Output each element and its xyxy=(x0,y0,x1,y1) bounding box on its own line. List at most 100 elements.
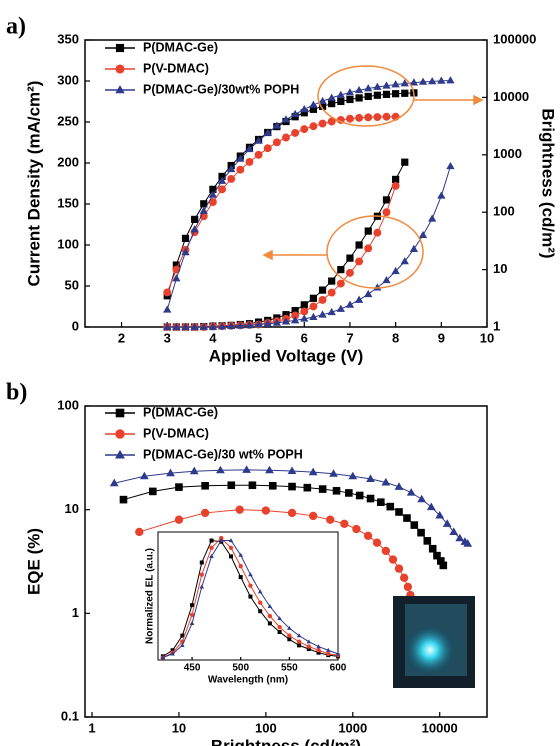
marker xyxy=(392,175,400,183)
marker xyxy=(300,109,308,117)
marker xyxy=(115,64,125,74)
highlight-ellipse xyxy=(326,215,424,289)
y2-tick-label: 100000 xyxy=(493,31,536,46)
marker xyxy=(325,647,331,652)
marker xyxy=(297,643,302,648)
x-tick-label: 2 xyxy=(118,330,125,345)
marker xyxy=(181,322,190,330)
marker xyxy=(139,471,149,480)
marker xyxy=(433,551,441,560)
y-tick-label: 0 xyxy=(72,318,79,333)
marker xyxy=(189,621,195,626)
marker xyxy=(248,572,253,577)
marker xyxy=(337,266,345,274)
marker xyxy=(309,302,318,311)
y2-tick-label: 1000 xyxy=(493,146,522,161)
marker xyxy=(238,552,244,557)
marker xyxy=(437,76,446,84)
marker xyxy=(364,113,373,122)
marker xyxy=(181,248,190,256)
marker xyxy=(355,491,364,500)
marker xyxy=(245,321,254,329)
marker xyxy=(300,314,309,322)
x-tick-label: 1 xyxy=(88,720,95,735)
marker xyxy=(346,95,354,104)
marker xyxy=(277,624,282,630)
x-tick-label: 600 xyxy=(330,663,347,674)
marker xyxy=(291,307,299,315)
y-axis-label: Current Density (mA/cm²) xyxy=(24,81,43,287)
x-tick-label: 6 xyxy=(301,330,308,345)
marker xyxy=(449,527,459,535)
marker xyxy=(172,261,180,269)
marker xyxy=(336,304,345,312)
marker xyxy=(345,268,354,277)
x-tick-label: 5 xyxy=(255,330,262,345)
marker xyxy=(366,474,375,482)
marker xyxy=(437,191,446,199)
marker xyxy=(217,322,227,330)
marker xyxy=(261,506,271,515)
marker xyxy=(309,122,318,131)
marker xyxy=(248,583,253,588)
plot-frame xyxy=(157,531,339,661)
marker xyxy=(364,227,372,235)
marker xyxy=(326,515,335,524)
marker xyxy=(208,322,218,330)
marker xyxy=(318,286,327,294)
x-tick-label: 10000 xyxy=(422,720,458,735)
marker xyxy=(148,487,157,496)
marker xyxy=(363,531,373,540)
y-tick-label: 300 xyxy=(57,72,79,87)
x-tick-label: 10 xyxy=(172,720,186,735)
marker xyxy=(394,482,404,490)
marker xyxy=(364,289,373,298)
marker xyxy=(216,465,225,474)
marker xyxy=(364,244,373,253)
marker xyxy=(366,494,375,503)
marker xyxy=(282,311,290,319)
marker xyxy=(300,125,309,134)
marker xyxy=(254,136,263,144)
x-tick-label: 450 xyxy=(184,663,201,674)
marker xyxy=(170,651,175,656)
marker xyxy=(254,150,263,159)
marker xyxy=(119,495,128,504)
marker xyxy=(209,553,214,558)
marker xyxy=(336,279,345,288)
marker xyxy=(345,489,353,497)
marker xyxy=(308,511,318,521)
x-tick-label: 10 xyxy=(480,330,494,345)
marker xyxy=(296,633,302,638)
marker xyxy=(160,655,166,660)
marker xyxy=(355,113,364,122)
marker xyxy=(446,76,455,84)
marker xyxy=(442,519,452,527)
marker xyxy=(236,165,245,174)
marker xyxy=(268,481,277,490)
marker xyxy=(189,466,199,475)
marker xyxy=(409,244,419,252)
marker xyxy=(115,408,125,418)
device-photo xyxy=(393,596,475,688)
y-tick-label: 250 xyxy=(57,113,79,128)
marker xyxy=(208,198,217,207)
marker xyxy=(373,283,382,291)
marker xyxy=(463,539,473,547)
legend-label: P(V-DMAC) xyxy=(143,426,209,440)
x-tick-label: 9 xyxy=(438,330,445,345)
marker xyxy=(174,515,184,524)
marker xyxy=(364,84,373,92)
marker xyxy=(267,613,273,619)
marker xyxy=(337,97,345,106)
marker xyxy=(395,508,403,516)
marker xyxy=(352,524,361,534)
marker xyxy=(163,322,172,330)
marker xyxy=(227,164,236,173)
marker xyxy=(345,88,355,96)
marker xyxy=(218,538,224,543)
marker xyxy=(308,467,318,476)
marker xyxy=(401,89,409,97)
marker xyxy=(277,629,282,634)
x-tick-label: 500 xyxy=(232,663,249,674)
